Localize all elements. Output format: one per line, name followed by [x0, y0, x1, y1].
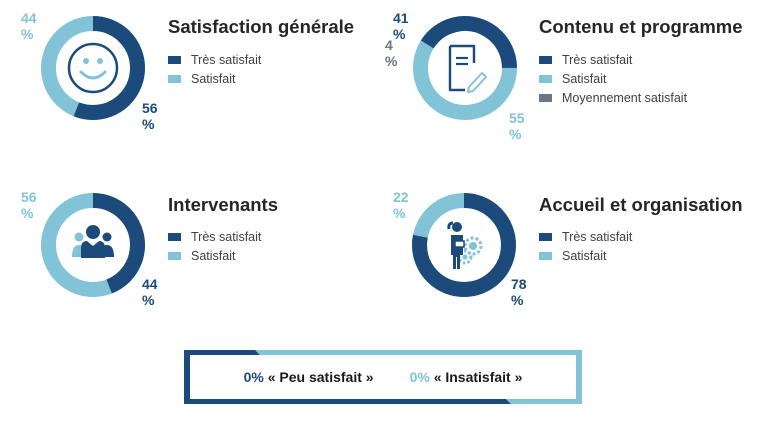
smiley-icon	[67, 42, 119, 94]
legend: Très satisfait Satisfait Moyennement sat…	[539, 50, 687, 107]
legend-swatch	[168, 232, 181, 241]
pct-tres-satisfait: 78 %	[511, 276, 527, 308]
pct-tres-satisfait: 56 %	[142, 100, 158, 132]
segment-tres-satisfait	[41, 193, 145, 297]
insatisfait-label: « Insatisfait »	[433, 369, 523, 385]
legend-item-tres-satisfait: Très satisfait	[539, 50, 687, 69]
legend-item-moyennement-satisfait: Moyennement satisfait	[539, 88, 687, 107]
legend-swatch	[539, 232, 552, 241]
legend-item-tres-satisfait: Très satisfait	[539, 227, 632, 246]
chart-title: Contenu et programme	[539, 16, 743, 37]
donut-chart-intervenants	[41, 193, 145, 297]
legend-item-satisfait: Satisfait	[539, 69, 687, 88]
pct-satisfait: 56 %	[21, 189, 37, 221]
peu-satisfait-value: 0%	[243, 369, 264, 385]
legend-item-satisfait: Satisfait	[168, 69, 261, 88]
people-group-icon	[72, 225, 114, 258]
summary-text: 0% « Peu satisfait » 0% « Insatisfait »	[184, 350, 582, 404]
document-pencil-icon	[448, 44, 487, 93]
legend-swatch	[539, 251, 552, 260]
legend-item-tres-satisfait: Très satisfait	[168, 50, 261, 69]
pct-satisfait: 55 %	[509, 110, 525, 142]
pct-tres-satisfait: 44 %	[142, 276, 158, 308]
segment-tres-satisfait	[413, 16, 517, 120]
legend-item-tres-satisfait: Très satisfait	[168, 227, 261, 246]
peu-satisfait-label: « Peu satisfait »	[267, 369, 374, 385]
peu-satisfait-summary: 0% « Peu satisfait »	[244, 369, 374, 385]
pct-tres-satisfait: 41 %	[393, 10, 409, 42]
legend: Très satisfait Satisfait	[168, 50, 261, 88]
legend-swatch	[539, 55, 552, 64]
segment-tres-satisfait	[41, 16, 145, 120]
legend-swatch	[168, 251, 181, 260]
summary-box: 0% « Peu satisfait » 0% « Insatisfait »	[184, 350, 582, 404]
legend-item-satisfait: Satisfait	[168, 246, 261, 265]
legend-swatch	[539, 93, 552, 102]
person-gears-icon	[447, 221, 483, 269]
chart-title: Satisfaction générale	[168, 16, 355, 37]
donut-chart-contenu	[413, 16, 517, 120]
legend-item-satisfait: Satisfait	[539, 246, 632, 265]
donut-chart-accueil	[412, 193, 516, 297]
legend-swatch	[168, 55, 181, 64]
legend: Très satisfait Satisfait	[168, 227, 261, 265]
legend-swatch	[539, 74, 552, 83]
insatisfait-value: 0%	[409, 369, 430, 385]
insatisfait-summary: 0% « Insatisfait »	[410, 369, 523, 385]
legend: Très satisfait Satisfait	[539, 227, 632, 265]
pct-satisfait: 22 %	[393, 189, 409, 221]
pct-satisfait: 44 %	[21, 10, 37, 42]
chart-title: Intervenants	[168, 194, 279, 215]
segment-tres-satisfait	[412, 193, 516, 297]
chart-title: Accueil et organisation	[539, 194, 743, 215]
pct-moyennement-satisfait: 4 %	[385, 37, 398, 69]
legend-swatch	[168, 74, 181, 83]
donut-chart-generale	[41, 16, 145, 120]
